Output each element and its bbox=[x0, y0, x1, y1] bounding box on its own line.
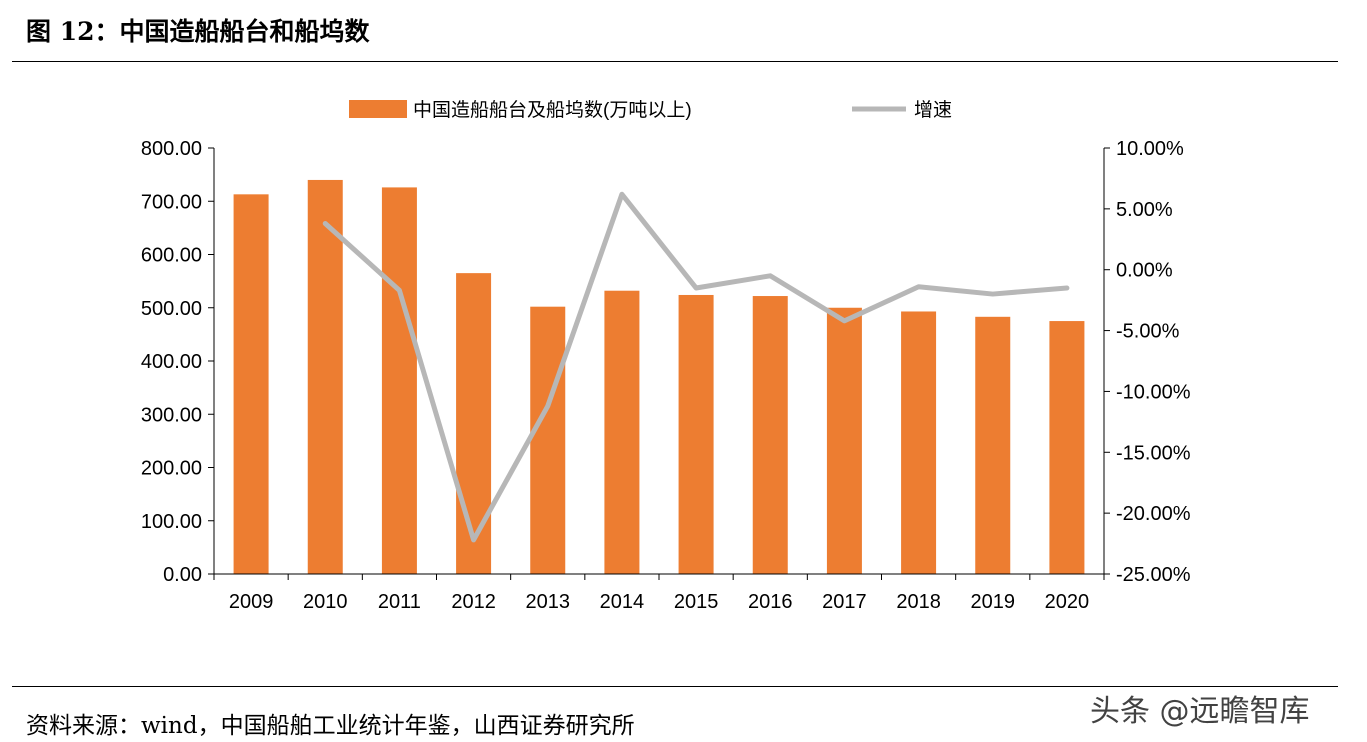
x-tick-label-2018: 2018 bbox=[896, 591, 941, 613]
left-tick-label: 700.00 bbox=[141, 191, 202, 213]
legend-bar-label: 中国造船船台及船坞数(万吨以上) bbox=[413, 99, 692, 121]
right-tick-label: -5.00% bbox=[1116, 321, 1180, 343]
right-tick-label: 10.00% bbox=[1116, 138, 1184, 160]
x-tick-label-2019: 2019 bbox=[971, 591, 1016, 613]
right-tick-label: -10.00% bbox=[1116, 381, 1191, 403]
bar-2015 bbox=[678, 294, 714, 574]
title-rule bbox=[12, 61, 1338, 62]
bar-2020 bbox=[1049, 321, 1085, 574]
right-tick-label: -25.00% bbox=[1116, 564, 1191, 586]
legend: 中国造船船台及船坞数(万吨以上) 增速 bbox=[349, 99, 952, 121]
x-tick-label-2016: 2016 bbox=[748, 591, 793, 613]
left-tick-label: 0.00 bbox=[163, 564, 202, 586]
watermark: 头条 @远瞻智库 bbox=[1090, 694, 1310, 729]
right-tick-label: -15.00% bbox=[1116, 442, 1191, 464]
figure-title: 图 12：中国造船船台和船坞数 bbox=[26, 17, 370, 46]
left-tick-label: 600.00 bbox=[141, 245, 202, 267]
bar-series bbox=[233, 179, 1085, 574]
x-tick-label-2014: 2014 bbox=[600, 591, 645, 613]
left-tick-label: 500.00 bbox=[141, 298, 202, 320]
right-tick-label: -20.00% bbox=[1116, 503, 1191, 525]
legend-bar-swatch bbox=[349, 100, 407, 118]
bar-2016 bbox=[752, 296, 788, 574]
right-tick-label: 5.00% bbox=[1116, 199, 1173, 221]
bar-2013 bbox=[530, 306, 566, 574]
x-tick-label-2009: 2009 bbox=[229, 591, 274, 613]
source-note: 资料来源：wind，中国船舶工业统计年鉴，山西证券研究所 bbox=[26, 713, 635, 739]
legend-line-label: 增速 bbox=[914, 99, 952, 121]
axes: 0.00 100.00 200.00 300.00 400.00 500.00 600.00… bbox=[141, 138, 1191, 613]
left-tick-label: 300.00 bbox=[141, 404, 202, 426]
x-tick-label-2013: 2013 bbox=[526, 591, 571, 613]
left-tick-label: 800.00 bbox=[141, 138, 202, 160]
bar-2012 bbox=[456, 273, 492, 574]
bar-2017 bbox=[826, 307, 862, 574]
x-tick-label-2020: 2020 bbox=[1045, 591, 1090, 613]
bar-2014 bbox=[604, 290, 640, 574]
left-tick-label: 100.00 bbox=[141, 511, 202, 533]
x-tick-label-2017: 2017 bbox=[822, 591, 867, 613]
x-tick-label-2011: 2011 bbox=[378, 591, 421, 613]
x-tick-label-2010: 2010 bbox=[303, 591, 348, 613]
bar-2018 bbox=[901, 311, 937, 574]
bar-2019 bbox=[975, 316, 1011, 574]
bar-2009 bbox=[233, 194, 269, 574]
right-tick-label: 0.00% bbox=[1116, 260, 1173, 282]
x-tick-label-2015: 2015 bbox=[674, 591, 719, 613]
left-tick-label: 400.00 bbox=[141, 351, 202, 373]
x-tick-label-2012: 2012 bbox=[451, 591, 496, 613]
bar-2011 bbox=[381, 187, 417, 574]
line-series bbox=[322, 191, 1070, 543]
bar-2010 bbox=[307, 179, 343, 574]
left-tick-label: 200.00 bbox=[141, 458, 202, 480]
source-rule bbox=[12, 686, 1338, 687]
